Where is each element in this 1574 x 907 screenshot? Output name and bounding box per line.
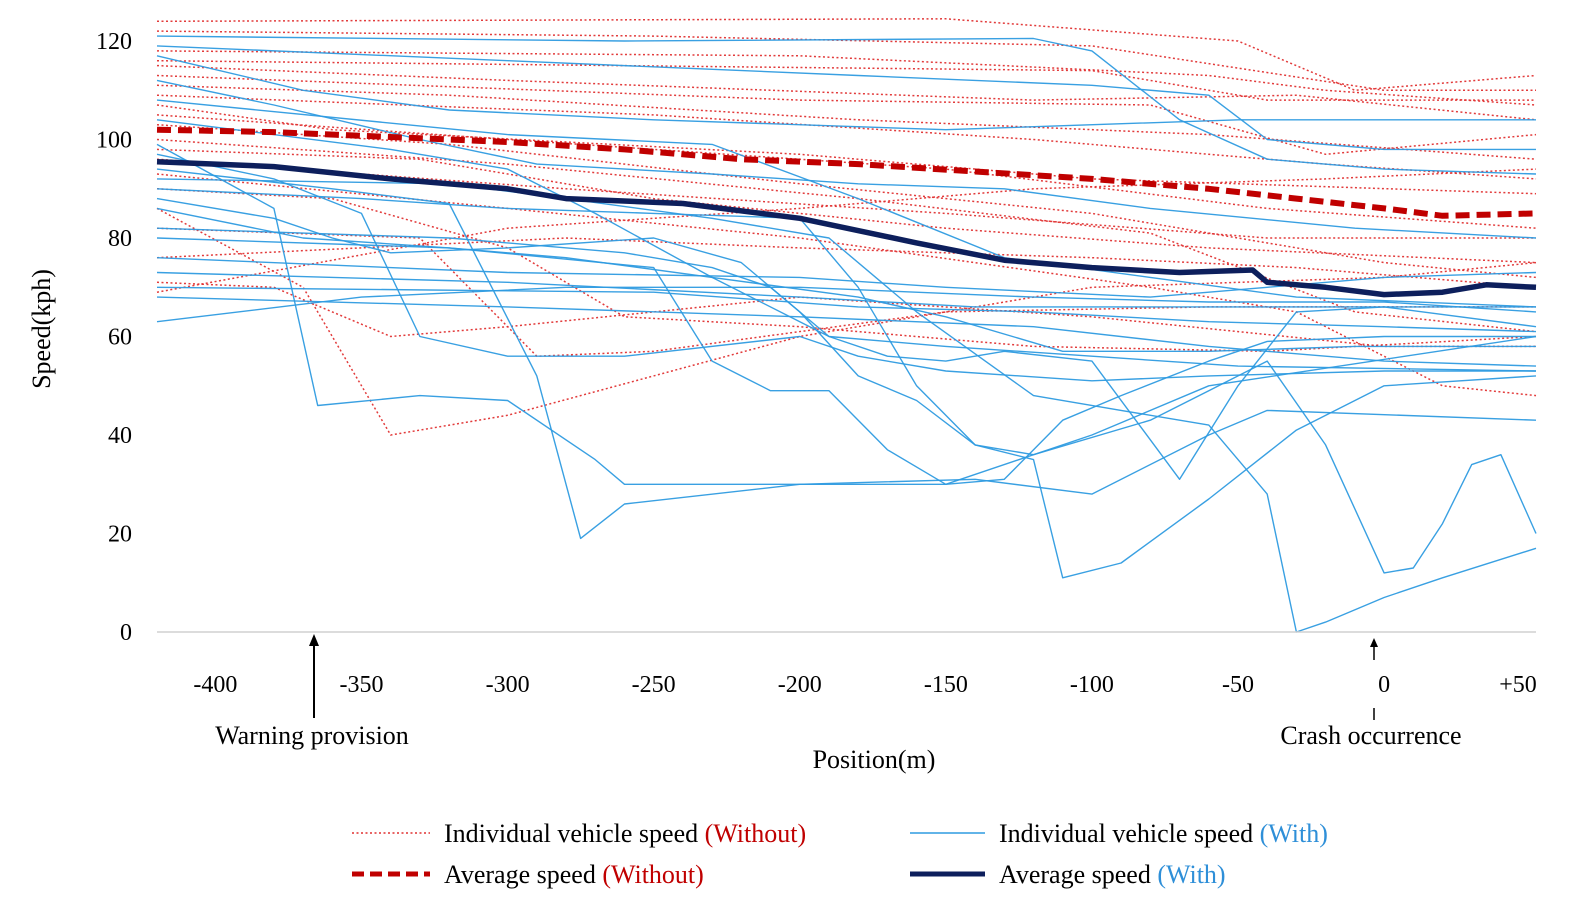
legend-prefix: Average speed xyxy=(444,860,602,889)
legend-item-individual-without: Individual vehicle speed (Without) xyxy=(352,819,806,848)
series-line-individual-without-21 xyxy=(156,281,1536,348)
y-tick-labels: 0 20 40 60 80 100 120 xyxy=(96,29,132,646)
x-tick-label: +50 xyxy=(1499,672,1537,698)
legend-prefix: Individual vehicle speed xyxy=(444,819,705,848)
series-line-average-with-1 xyxy=(156,158,1537,298)
x-tick-label: -200 xyxy=(778,672,822,698)
y-tick-label: 60 xyxy=(108,325,132,351)
legend-condition-with: (With) xyxy=(1260,819,1328,848)
legend-condition-without: (Without) xyxy=(705,819,807,848)
legend-item-average-with: Average speed (With) xyxy=(910,860,1226,889)
y-tick-label: 40 xyxy=(108,423,132,449)
series-line-individual-with-33 xyxy=(156,188,1537,574)
series-line-individual-without-22 xyxy=(156,168,1537,293)
x-tick-labels: -400 -350 -300 -250 -200 -150 -100 -50 0 +50 xyxy=(193,672,1536,698)
series-line-individual-with-37 xyxy=(156,257,1537,298)
x-tick-label: -300 xyxy=(486,672,530,698)
series-line-individual-without-17 xyxy=(156,188,1537,353)
series-line-individual-with-25 xyxy=(156,55,1536,131)
crash-arrow-head xyxy=(1370,638,1378,647)
series-line-individual-without-2 xyxy=(156,18,1537,92)
y-axis-title: Speed(kph) xyxy=(27,269,56,389)
series-layer xyxy=(156,18,1537,633)
y-tick-label: 0 xyxy=(120,620,132,646)
series-line-individual-with-30 xyxy=(156,153,1536,382)
legend-item-average-without: Average speed (Without) xyxy=(352,860,704,889)
series-line-individual-without-12 xyxy=(156,123,1537,279)
series-line-individual-with-36 xyxy=(156,237,1536,485)
series-line-individual-with-27 xyxy=(156,99,1537,308)
legend-label-individual-without: Individual vehicle speed (Without) xyxy=(444,819,806,848)
series-line-individual-without-8 xyxy=(156,84,1537,160)
series-line-individual-with-39 xyxy=(156,286,1537,333)
series-line-individual-without-10 xyxy=(156,104,1537,195)
series-line-individual-with-23 xyxy=(156,35,1537,175)
x-axis-title: Position(m) xyxy=(813,745,936,774)
series-line-individual-with-31 xyxy=(156,168,1537,540)
series-line-individual-with-41 xyxy=(156,286,1537,323)
legend-item-individual-with: Individual vehicle speed (With) xyxy=(910,819,1328,848)
series-line-individual-without-4 xyxy=(156,50,1537,106)
y-tick-label: 20 xyxy=(108,522,132,548)
legend-label-individual-with: Individual vehicle speed (With) xyxy=(999,819,1328,848)
crash-occurrence-label: Crash occurrence xyxy=(1280,721,1461,750)
series-line-individual-without-14 xyxy=(156,148,1537,264)
series-line-individual-with-26 xyxy=(156,79,1537,239)
series-line-individual-with-32 xyxy=(156,178,1537,633)
series-line-individual-with-24 xyxy=(156,45,1536,151)
warning-provision-label: Warning provision xyxy=(215,721,409,750)
x-tick-label: -250 xyxy=(632,672,676,698)
crash-occurrence-annotation: Crash occurrence xyxy=(1280,638,1462,750)
y-tick-label: 120 xyxy=(96,29,132,55)
series-line-individual-with-28 xyxy=(156,119,1537,372)
x-tick-label: 0 xyxy=(1378,672,1390,698)
legend-prefix: Individual vehicle speed xyxy=(999,819,1260,848)
series-line-individual-with-34 xyxy=(156,197,1537,579)
legend-prefix: Average speed xyxy=(999,860,1157,889)
series-line-individual-without-20 xyxy=(156,237,1537,289)
series-line-individual-without-13 xyxy=(156,138,1537,333)
legend-condition-with: (With) xyxy=(1157,860,1225,889)
series-line-individual-without-9 xyxy=(156,94,1537,180)
series-line-individual-without-6 xyxy=(156,64,1537,121)
warning-provision-annotation: Warning provision xyxy=(215,634,409,750)
y-tick-label: 80 xyxy=(108,226,132,252)
series-line-individual-without-7 xyxy=(156,74,1537,156)
warning-arrow-head xyxy=(309,634,319,646)
x-tick-label: -150 xyxy=(924,672,968,698)
y-tick-label: 100 xyxy=(96,128,132,154)
series-line-individual-without-18 xyxy=(156,207,1537,436)
series-line-individual-with-42 xyxy=(156,207,1536,352)
series-line-individual-without-11 xyxy=(156,114,1537,229)
legend-label-average-with: Average speed (With) xyxy=(999,860,1226,889)
legend: Individual vehicle speed (Without) Indiv… xyxy=(352,819,1328,889)
x-tick-label: -50 xyxy=(1222,672,1254,698)
x-tick-label: -100 xyxy=(1070,672,1114,698)
series-line-individual-without-5 xyxy=(156,59,1536,101)
series-line-individual-without-15 xyxy=(156,158,1536,239)
series-line-individual-with-40 xyxy=(156,296,1537,367)
series-line-individual-with-38 xyxy=(156,271,1536,308)
legend-label-average-without: Average speed (Without) xyxy=(444,860,704,889)
series-line-average-without-0 xyxy=(156,126,1537,219)
x-tick-label: -400 xyxy=(193,672,237,698)
x-tick-label: -350 xyxy=(340,672,384,698)
series-line-individual-with-35 xyxy=(156,227,1537,480)
series-line-individual-with-29 xyxy=(156,143,1537,495)
legend-condition-without: (Without) xyxy=(602,860,704,889)
